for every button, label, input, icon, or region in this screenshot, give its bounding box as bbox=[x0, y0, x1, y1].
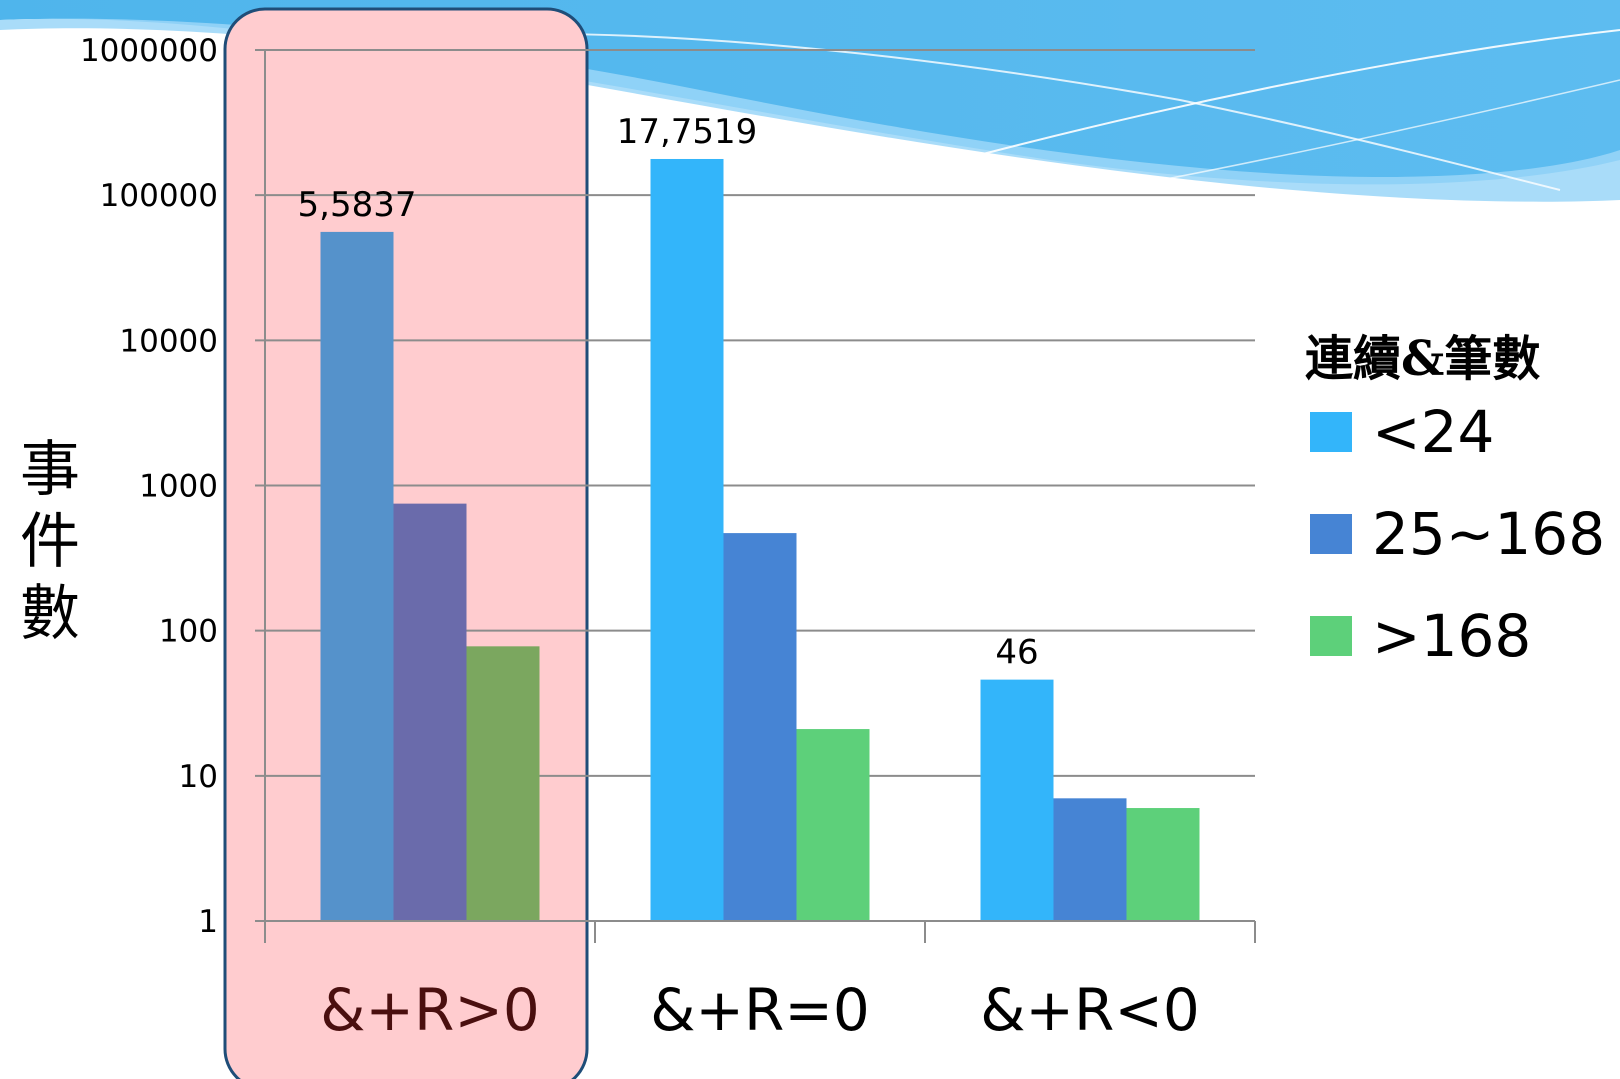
y-tick-label: 10 bbox=[179, 759, 218, 795]
y-axis-label-char: 事 bbox=[20, 435, 80, 505]
legend: 連續&筆數 <24 25~168 >168 bbox=[1305, 331, 1605, 670]
legend-item-label: <24 bbox=[1372, 398, 1494, 466]
bar bbox=[1053, 798, 1127, 921]
labels-group: 1 10 100 1000 10000 100000 1000000 &+R>0 5,5837 &… bbox=[80, 33, 1200, 1044]
bar bbox=[1126, 808, 1200, 921]
y-tick-label: 1000000 bbox=[80, 33, 218, 69]
bars-group bbox=[320, 158, 1200, 921]
legend-item-label: 25~168 bbox=[1372, 500, 1605, 568]
y-tick-label: 10000 bbox=[119, 323, 218, 359]
x-category-label: &+R=0 bbox=[650, 976, 870, 1044]
bar bbox=[796, 729, 870, 921]
data-label: 46 bbox=[995, 633, 1038, 673]
y-axis-label: 事件數 bbox=[20, 435, 80, 649]
bar bbox=[466, 646, 540, 921]
y-tick-label: 100000 bbox=[100, 178, 218, 214]
y-axis-label-char: 數 bbox=[20, 579, 80, 649]
x-category-label: &+R>0 bbox=[320, 976, 540, 1044]
legend-swatch bbox=[1310, 412, 1352, 452]
bar bbox=[320, 231, 394, 921]
y-tick-label: 1000 bbox=[139, 469, 218, 505]
legend-swatch bbox=[1310, 616, 1352, 656]
legend-item-label: >168 bbox=[1372, 602, 1531, 670]
data-label: 5,5837 bbox=[298, 185, 417, 225]
axes bbox=[255, 50, 1256, 943]
data-label: 17,7519 bbox=[617, 112, 758, 152]
y-tick-label: 100 bbox=[159, 614, 218, 650]
bar bbox=[980, 679, 1054, 921]
y-axis-label-char: 件 bbox=[20, 507, 80, 577]
bar bbox=[723, 533, 797, 921]
y-tick-label: 1 bbox=[198, 904, 218, 940]
bar bbox=[393, 503, 467, 921]
legend-swatch bbox=[1310, 514, 1352, 554]
legend-title: 連續&筆數 bbox=[1305, 331, 1540, 387]
x-category-label: &+R<0 bbox=[980, 976, 1200, 1044]
bar bbox=[650, 158, 724, 921]
